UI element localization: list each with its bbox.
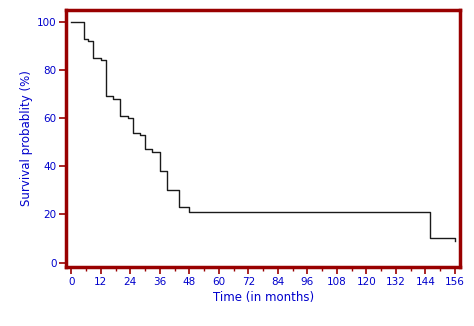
Y-axis label: Survival probablity (%): Survival probablity (%)	[20, 71, 33, 206]
X-axis label: Time (in months): Time (in months)	[212, 291, 314, 304]
